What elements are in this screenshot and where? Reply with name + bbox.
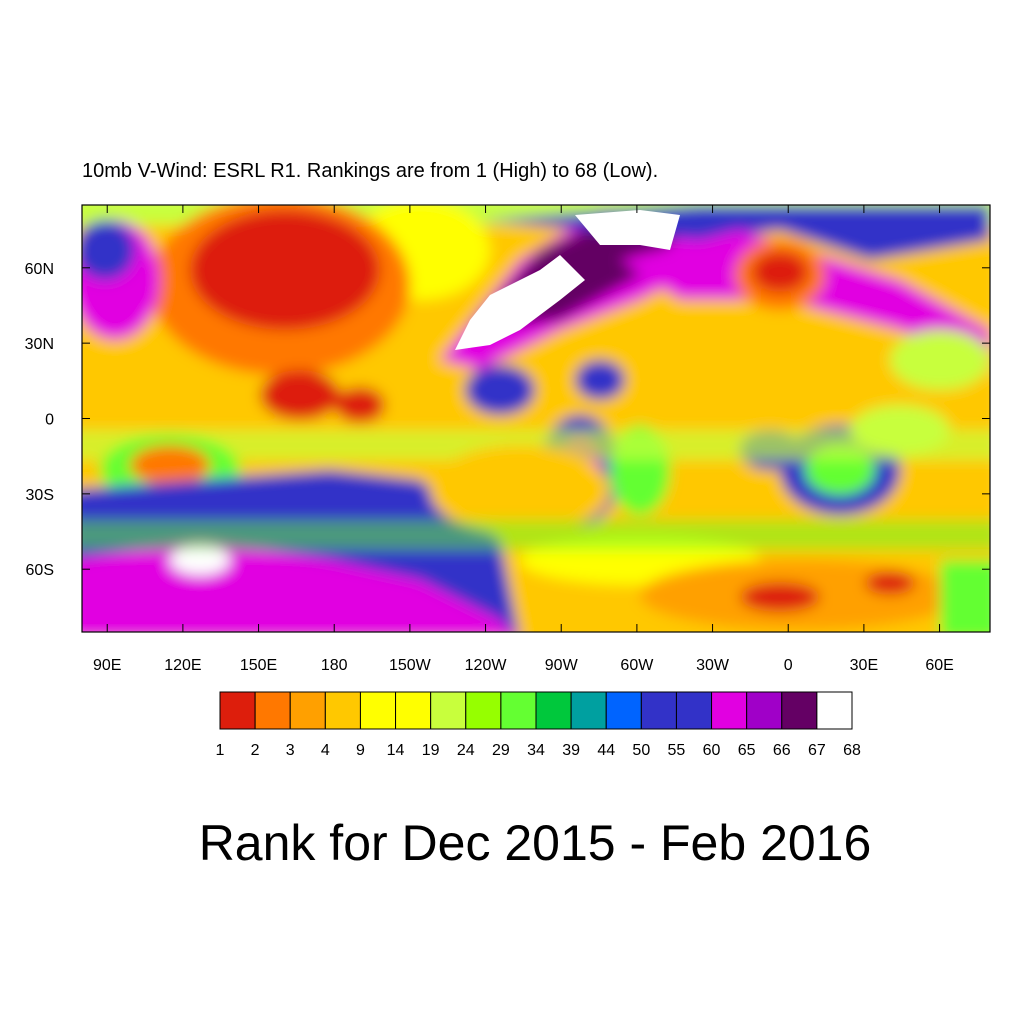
x-tick-label: 0 — [784, 657, 793, 674]
colorbar: 1 2 3 4 9 14 19 24 29 34 39 44 50 55 60 65 66 67 68 — [216, 691, 861, 759]
colorbar-label: 1 — [216, 742, 225, 759]
colorbar-label: 29 — [492, 742, 510, 759]
rank-field — [82, 205, 990, 632]
colorbar-swatch — [570, 691, 607, 730]
colorbar-label: 19 — [422, 742, 440, 759]
x-tick-label: 60W — [620, 657, 654, 674]
y-tick-label: 30S — [26, 487, 54, 504]
colorbar-label: 68 — [843, 742, 861, 759]
x-tick-label: 90W — [545, 657, 579, 674]
colorbar-swatch — [746, 691, 783, 730]
x-tick-label: 150E — [240, 657, 277, 674]
x-tick-label: 90E — [93, 657, 121, 674]
colorbar-swatch — [430, 691, 467, 730]
colorbar-label: 39 — [562, 742, 580, 759]
x-tick-label: 180 — [321, 657, 348, 674]
caption: Rank for Dec 2015 - Feb 2016 — [199, 815, 872, 871]
colorbar-swatch — [816, 691, 853, 730]
colorbar-label: 44 — [597, 742, 615, 759]
colorbar-label: 60 — [703, 742, 721, 759]
colorbar-label: 14 — [387, 742, 405, 759]
colorbar-swatch — [781, 691, 818, 730]
x-tick-label: 150W — [389, 657, 432, 674]
colorbar-swatch — [254, 691, 291, 730]
x-tick-label: 30W — [696, 657, 730, 674]
colorbar-swatch — [500, 691, 537, 730]
y-tick-label: 30N — [25, 336, 54, 353]
colorbar-label: 2 — [251, 742, 260, 759]
colorbar-label: 34 — [527, 742, 545, 759]
colorbar-label: 67 — [808, 742, 826, 759]
y-tick-label: 0 — [45, 412, 54, 429]
colorbar-label: 3 — [286, 742, 295, 759]
colorbar-label: 66 — [773, 742, 791, 759]
colorbar-swatch — [535, 691, 572, 730]
colorbar-label: 55 — [668, 742, 686, 759]
x-tick-label: 60E — [925, 657, 953, 674]
colorbar-swatch — [219, 691, 256, 730]
colorbar-swatch — [640, 691, 677, 730]
colorbar-swatch — [711, 691, 748, 730]
colorbar-swatch — [675, 691, 713, 730]
colorbar-swatch — [465, 691, 502, 730]
x-tick-label: 120W — [465, 657, 508, 674]
y-tick-label: 60N — [25, 261, 54, 278]
x-tick-label: 120E — [164, 657, 201, 674]
colorbar-label: 9 — [356, 742, 365, 759]
colorbar-label: 65 — [738, 742, 756, 759]
colorbar-swatch — [605, 691, 642, 730]
colorbar-swatch — [395, 691, 432, 730]
colorbar-swatch — [289, 691, 326, 730]
axes: 90E 120E 150E 180 150W 120W 90W 60W 30W 0 30E 60E 60… — [25, 205, 990, 674]
colorbar-label: 4 — [321, 742, 330, 759]
colorbar-swatch — [359, 691, 397, 730]
title: 10mb V-Wind: ESRL R1. Rankings are from … — [82, 160, 658, 182]
colorbar-swatch — [324, 691, 361, 730]
y-tick-label: 60S — [26, 562, 54, 579]
x-tick-label: 30E — [850, 657, 878, 674]
colorbar-label: 24 — [457, 742, 475, 759]
colorbar-label: 50 — [632, 742, 650, 759]
